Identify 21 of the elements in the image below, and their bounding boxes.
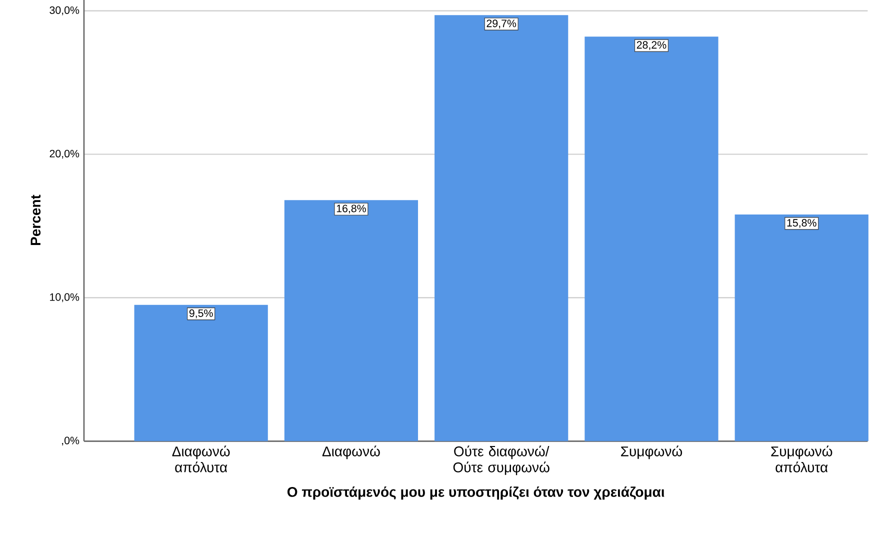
x-tick-label: Διαφωνώ: [322, 445, 380, 459]
y-tick-label: 30,0%: [50, 6, 80, 15]
y-tick-label: ,0%: [62, 436, 80, 446]
y-tick-label: 10,0%: [50, 293, 80, 302]
x-tick-label: Συμφωνώ: [621, 445, 682, 459]
data-label: 28,2%: [636, 40, 666, 50]
bar: [434, 14, 568, 441]
data-label: 15,8%: [787, 218, 816, 228]
bar: [284, 200, 418, 441]
y-tick-label: 20,0%: [50, 150, 80, 158]
x-tick-label: Ούτε διαφωνώ/ Ούτε συμφωνώ: [453, 445, 550, 475]
data-label: 9,5%: [189, 309, 213, 318]
y-axis-title: Percent: [30, 194, 41, 245]
bar: [734, 214, 868, 441]
data-label: 16,8%: [336, 204, 366, 214]
bar: [584, 36, 718, 441]
x-axis-title: Ο προϊστάμενός μου με υποστηρίζει όταν τον χρειάζομαι: [287, 486, 664, 500]
x-tick-label: Συμφωνώ απόλυτα: [771, 445, 832, 472]
data-label: 29,7%: [486, 19, 516, 28]
bar: [134, 304, 268, 441]
x-tick-label: Διαφωνώ απόλυτα: [172, 445, 230, 472]
